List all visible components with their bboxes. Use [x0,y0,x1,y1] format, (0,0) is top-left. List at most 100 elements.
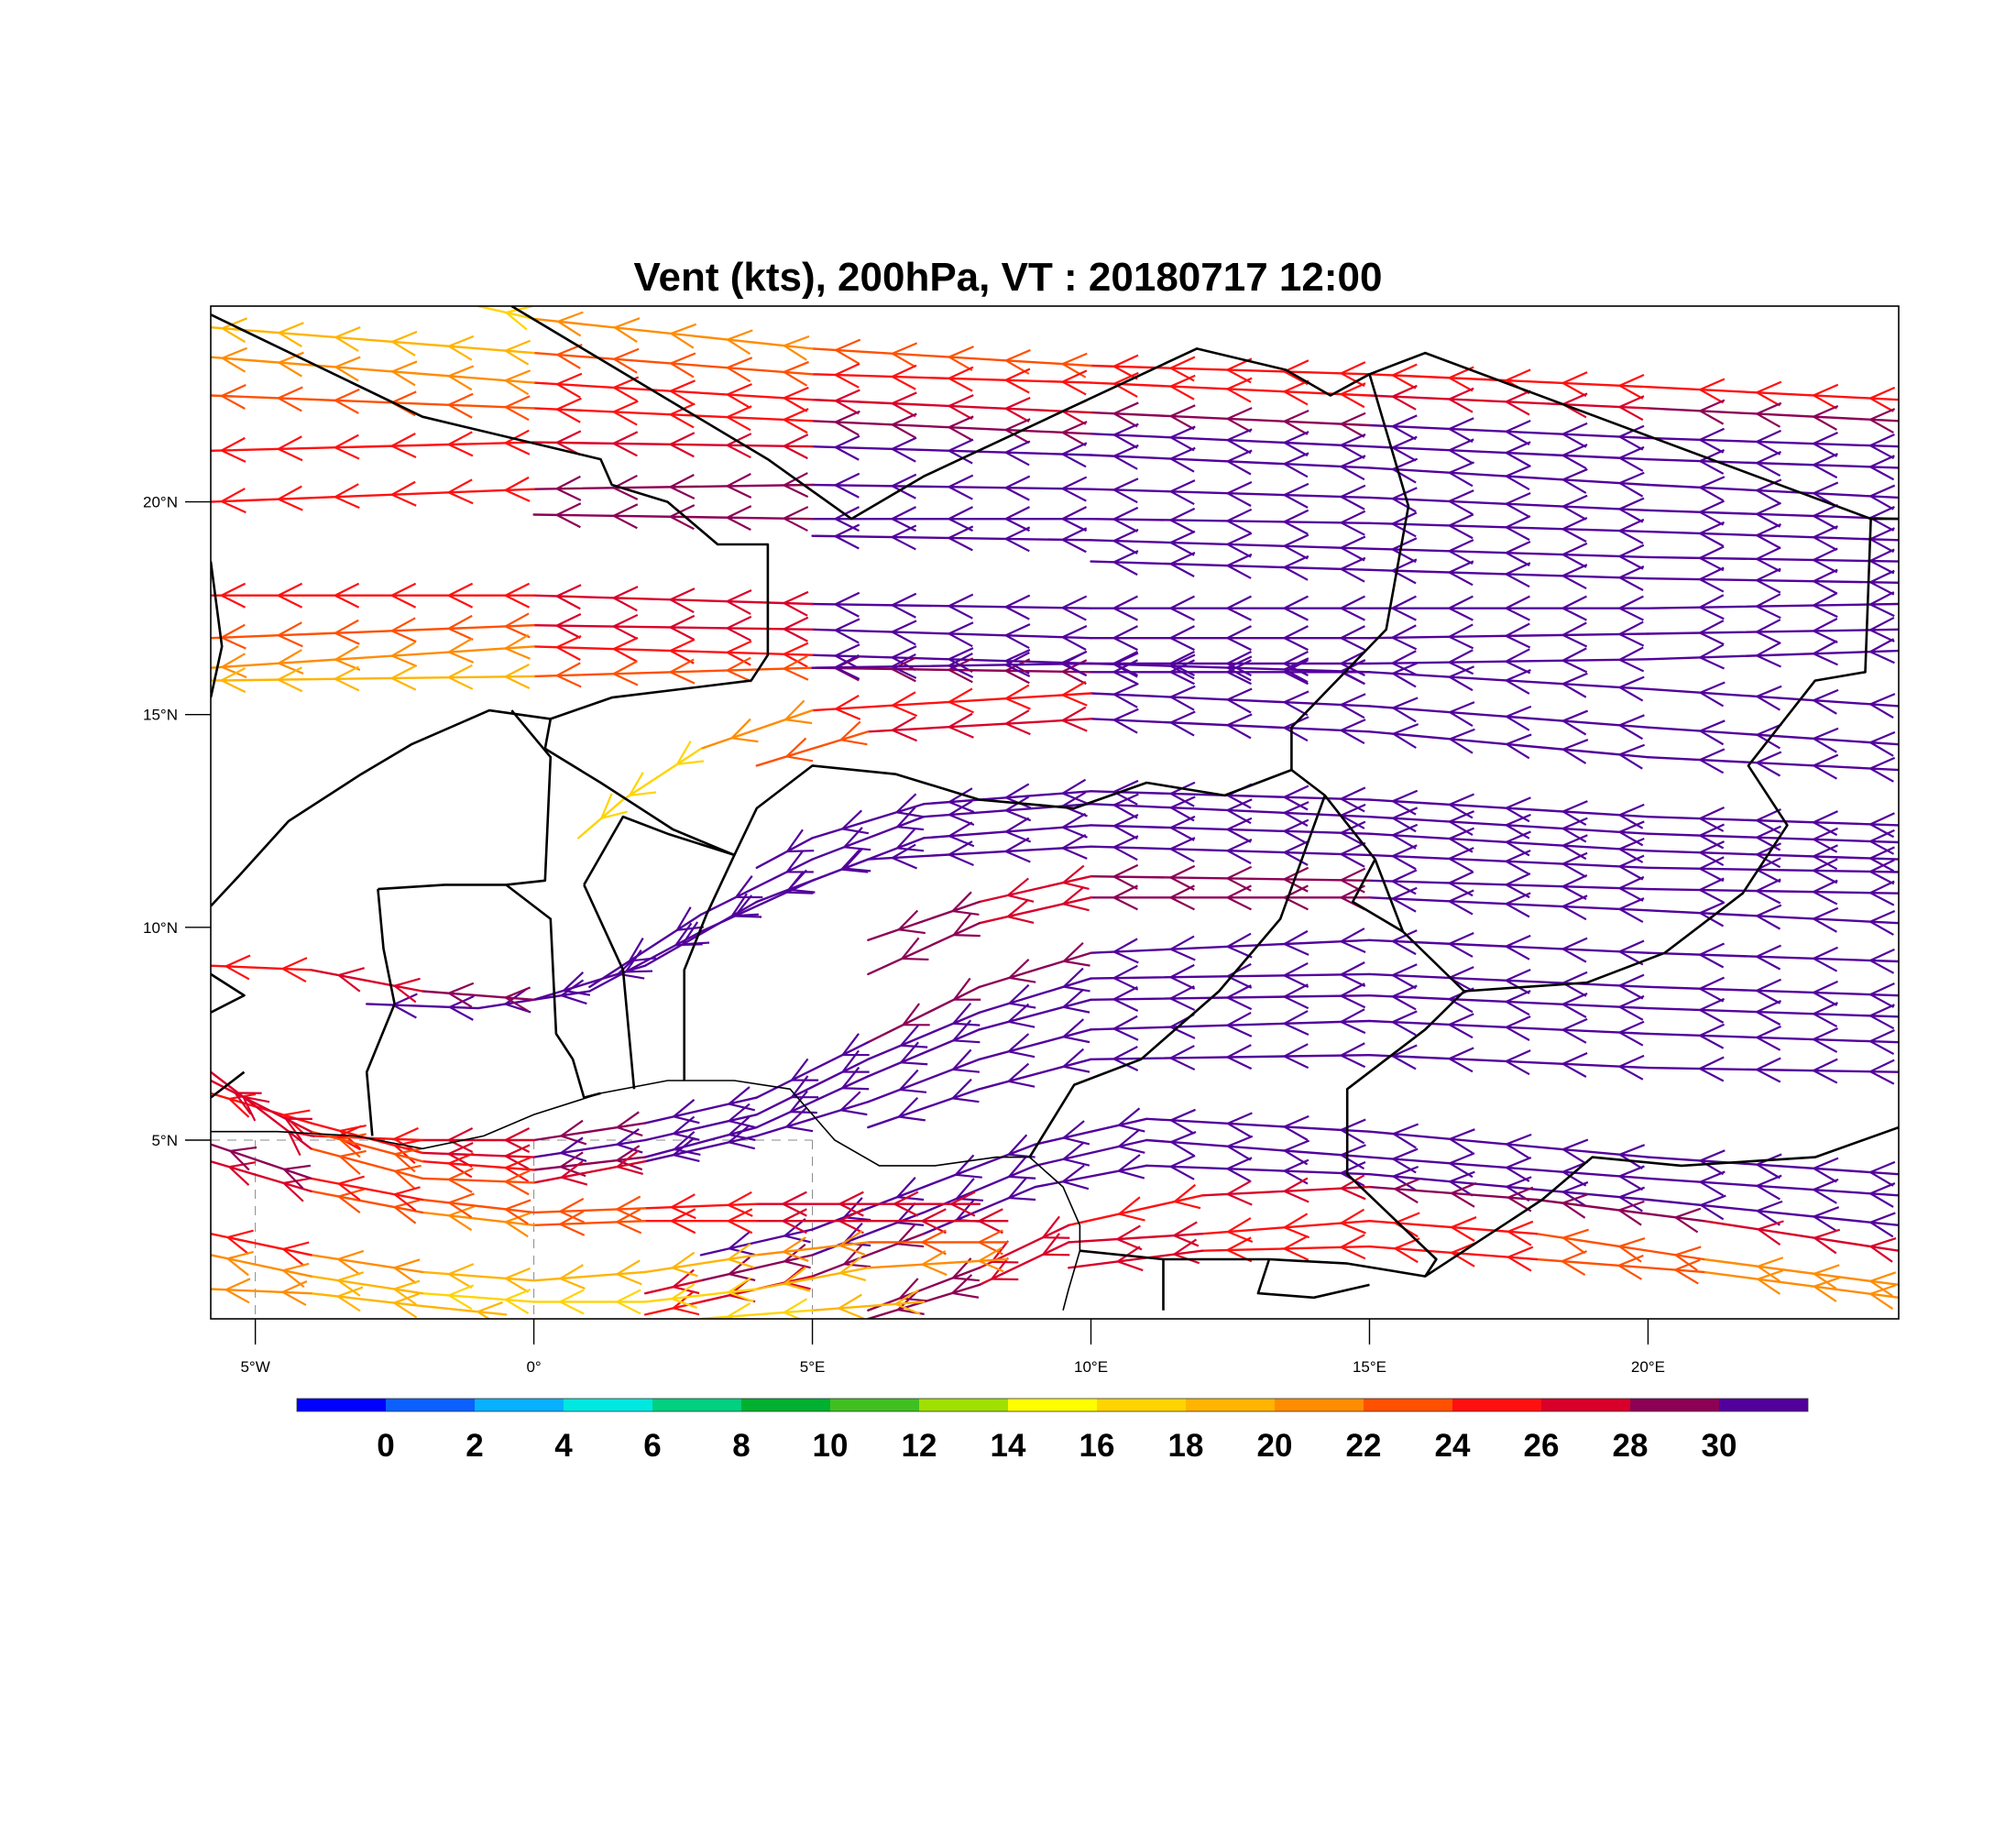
wind-arrowhead [1561,971,1588,997]
wind-arrowhead [1173,1183,1201,1210]
wind-arrowhead [555,662,582,688]
streamline-segment [532,1207,647,1214]
streamline-segment [1368,815,1649,835]
colorbar-box [919,1399,1008,1411]
wind-arrowhead [834,362,860,389]
wind-arrowhead [834,506,860,532]
wind-arrowhead [728,1243,755,1269]
wind-arrowhead [1505,892,1531,918]
wind-arrowhead [1505,873,1531,899]
streamline-segment [1647,1066,1899,1073]
wind-arrowhead [1340,625,1365,652]
wind-arrowhead [447,637,475,664]
streamline-segment [643,1113,758,1142]
wind-arrowhead [1391,869,1418,895]
wind-arrowhead [894,1289,921,1315]
lon-tick-label: 15°E [1353,1358,1386,1376]
wind-arrowhead [1340,1008,1366,1035]
wind-arrowhead [839,720,868,746]
wind-arrowhead [504,1267,531,1293]
streamline-segment [1034,1164,1148,1189]
streamline-segment [1703,1257,1899,1287]
streamline-segment [532,964,647,1001]
wind-arrowhead [504,987,531,1014]
wind-arrowhead [390,330,418,357]
wind-arrowhead [1449,728,1475,754]
latitude-axis: 20°N 15°N 10°N 5°N [143,494,211,1149]
wind-arrowhead [1340,867,1366,894]
wind-arrowhead [1618,1144,1646,1169]
wind-arrowhead [1112,835,1139,862]
wind-arrowhead [1674,1258,1701,1285]
streamline-segment [310,1190,424,1214]
wind-arrowhead [1391,457,1419,484]
streamline-segment [1647,1032,1899,1044]
streamline-segment [532,666,814,678]
streamline-segment [1647,687,1899,708]
wind-arrowhead [1561,1160,1589,1187]
wind-arrowhead [1117,1154,1145,1180]
streamline-segment [1647,985,1899,997]
wind-arrowhead [1226,1135,1254,1161]
wind-arrowhead [1169,404,1196,431]
streamline-segment [1067,1194,1204,1227]
wind-arrowhead [1391,963,1418,990]
wind-arrowhead [1868,756,1896,783]
wind-arrowhead [1391,511,1418,538]
wind-arrowhead [948,525,974,552]
wind-arrowhead [1226,357,1253,384]
wind-arrowhead [1561,1250,1588,1277]
wind-arrowhead [1008,959,1036,983]
streamline-segment [1368,993,1649,1010]
wind-arrowhead [1448,931,1474,958]
wind-arrowhead [1618,973,1645,1000]
streamline-segment [755,730,870,767]
wind-arrowhead [834,643,860,670]
streamline-segment [211,356,535,384]
wind-arrowhead [671,1251,698,1278]
wind-arrowhead [1699,1023,1726,1049]
streamline-segment [1647,887,1899,895]
wind-arrowhead [921,1208,947,1235]
streamline-segment [867,718,1092,733]
wind-arrowhead [1757,1257,1784,1282]
streamline-segment [532,1138,647,1158]
wind-arrowhead [1561,422,1588,448]
wind-arrowhead [1004,658,1031,685]
wind-arrowhead [1868,948,1895,974]
wind-arrowhead [1618,714,1645,741]
wind-arrowhead [448,994,475,1021]
colorbar-box [830,1399,919,1411]
wind-arrowhead [1868,591,1895,618]
wind-arrowhead [1699,448,1726,475]
wind-arrowhead [225,1278,251,1304]
wind-arrowhead [1869,1284,1897,1310]
wind-arrowhead [728,1230,756,1257]
streamline-segment [421,1198,535,1214]
wind-arrowhead [1617,1254,1644,1280]
wind-arrowhead [1061,442,1088,468]
streamline-segment [1067,1249,1204,1269]
colorbar-box [1452,1399,1541,1411]
wind-arrowhead [1004,796,1032,822]
wind-arrowhead [1813,383,1839,410]
wind-arrowhead [390,480,417,507]
streamline-segment [211,645,535,669]
wind-arrowhead [726,473,752,499]
wind-arrowhead [948,657,974,684]
country-border [1351,858,1404,933]
wind-arrowhead [1448,539,1474,565]
streamline-segment [532,407,814,423]
streamline-segment [1090,845,1371,857]
wind-arrowhead [891,653,917,679]
wind-arrowhead [1061,624,1088,651]
wind-arrowhead [1755,522,1781,549]
wind-arrowhead [841,1033,870,1057]
wind-arrowhead [948,346,974,372]
wind-arrowhead [1340,595,1365,621]
wind-arrowhead [1618,424,1645,451]
wind-arrowhead [447,392,474,419]
wind-arrowhead [1448,665,1475,692]
wind-arrowhead [1812,525,1838,552]
